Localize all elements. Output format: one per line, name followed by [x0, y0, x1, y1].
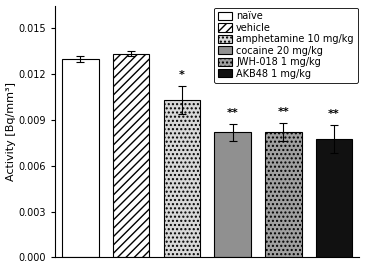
Bar	[265, 132, 301, 257]
Text: **: **	[277, 107, 289, 117]
Bar	[164, 100, 200, 257]
Text: *: *	[179, 70, 185, 80]
Bar	[62, 59, 99, 257]
Y-axis label: Activity [Bq/mm³]: Activity [Bq/mm³]	[5, 82, 16, 181]
Text: **: **	[328, 109, 340, 119]
Legend: naïve, vehicle, amphetamine 10 mg/kg, cocaine 20 mg/kg, JWH-018 1 mg/kg, AKB48 1: naïve, vehicle, amphetamine 10 mg/kg, co…	[214, 8, 357, 83]
Text: **: **	[227, 108, 238, 118]
Bar	[113, 54, 149, 257]
Bar	[214, 132, 251, 257]
Bar	[316, 139, 352, 257]
